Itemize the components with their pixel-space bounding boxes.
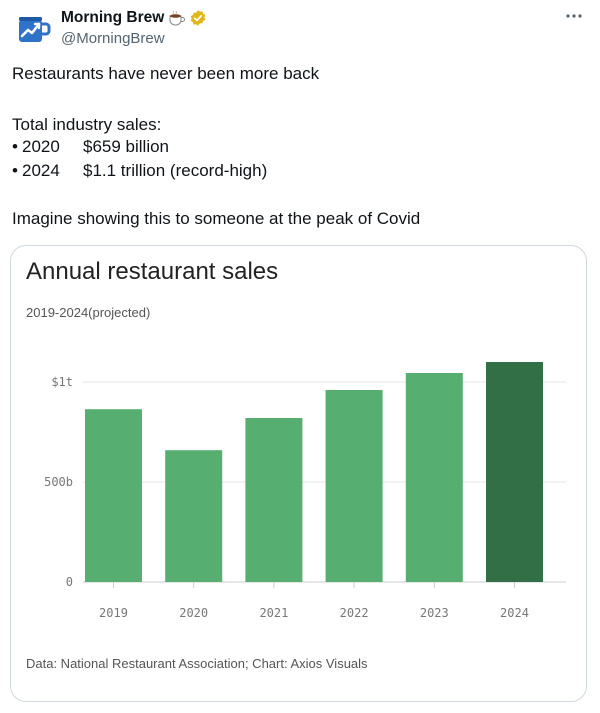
bar-2019: [85, 409, 142, 582]
x-tick-label: 2019: [99, 606, 128, 620]
morning-brew-logo-icon: [19, 17, 51, 42]
more-options-button[interactable]: [562, 6, 586, 26]
x-tick-label: 2024: [500, 606, 529, 620]
bullet-item-2020: • 2020 $659 billion: [12, 136, 169, 158]
bar-2022: [325, 390, 383, 582]
bullet-value: $1.1 trillion (record-high): [83, 161, 268, 180]
bar-2021: [245, 418, 303, 582]
chart-title: Annual restaurant sales: [26, 258, 279, 285]
more-dots-icon: [566, 14, 582, 18]
chart-subtitle: 2019-2024(projected): [26, 305, 151, 320]
bar-2023: [405, 373, 463, 582]
coffee-cup-icon: [168, 10, 186, 26]
y-tick-label: $1t: [51, 375, 73, 389]
x-tick-label: 2020: [179, 606, 208, 620]
verified-badge-icon: [189, 9, 207, 27]
bullet-year: 2024: [22, 161, 60, 180]
bullet-dot: •: [12, 137, 18, 156]
x-tick-label: 2022: [340, 606, 369, 620]
tweet-text-line3: Imagine showing this to someone at the p…: [12, 209, 421, 228]
avatar[interactable]: [12, 8, 54, 50]
bullet-dot: •: [12, 161, 18, 180]
chart-source: Data: National Restaurant Association; C…: [26, 656, 368, 671]
bar-chart: 0 500b $1t 2019 2020 2021 2022 2023 2024: [44, 362, 566, 620]
x-tick-label: 2021: [259, 606, 288, 620]
bar-2024: [486, 362, 543, 582]
chart-card[interactable]: Annual restaurant sales 2019-2024(projec…: [10, 245, 587, 702]
author-name[interactable]: Morning Brew: [61, 9, 165, 26]
x-tick-label: 2023: [420, 606, 449, 620]
author-name-row: Morning Brew: [61, 9, 207, 27]
tweet-text-line2: Total industry sales:: [12, 115, 162, 134]
bullet-value: $659 billion: [83, 137, 170, 156]
y-tick-label: 0: [66, 575, 73, 589]
tweet-text-line1: Restaurants have never been more back: [12, 64, 320, 83]
y-tick-label: 500b: [44, 475, 73, 489]
bar-2020: [165, 450, 223, 582]
bullet-year: 2020: [22, 137, 60, 156]
author-handle[interactable]: @MorningBrew: [61, 30, 165, 47]
bullet-item-2024: • 2024 $1.1 trillion (record-high): [12, 160, 267, 182]
